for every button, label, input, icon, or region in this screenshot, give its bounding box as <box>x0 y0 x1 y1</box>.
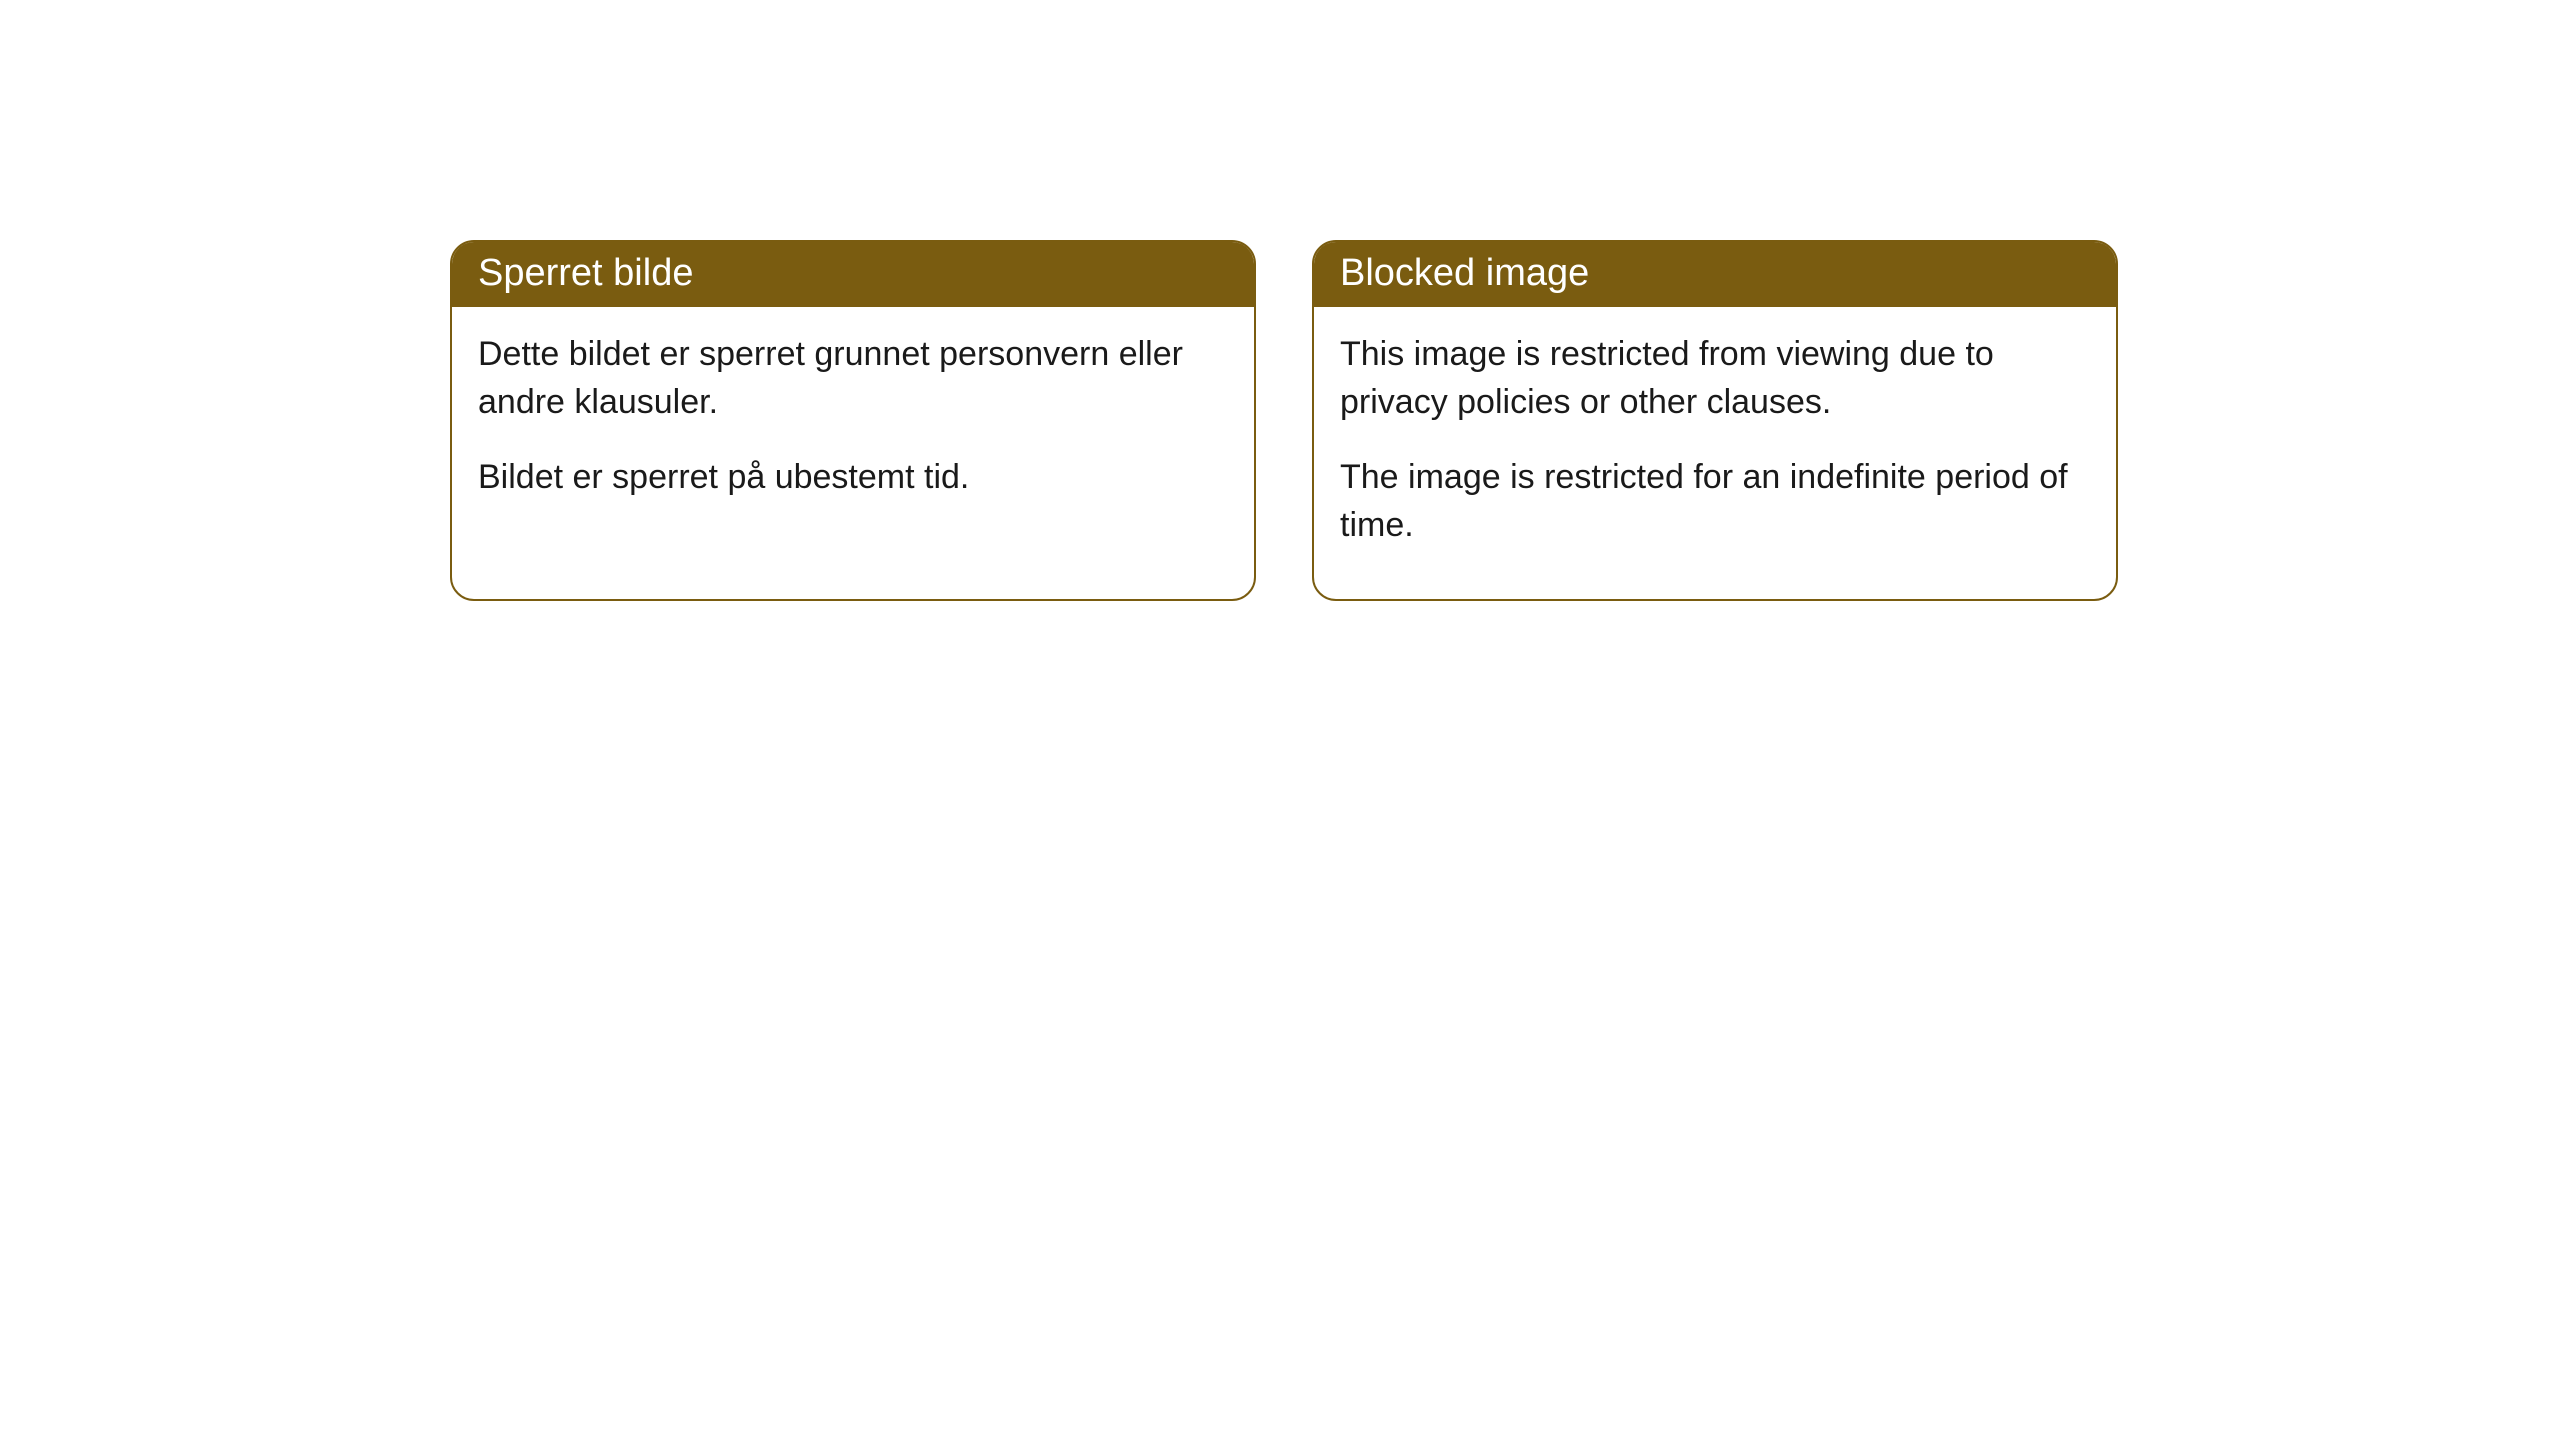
notice-paragraph-1: This image is restricted from viewing du… <box>1340 331 2090 426</box>
card-body: This image is restricted from viewing du… <box>1314 307 2116 599</box>
card-header: Blocked image <box>1314 242 2116 307</box>
notice-card-norwegian: Sperret bilde Dette bildet er sperret gr… <box>450 240 1256 601</box>
card-body: Dette bildet er sperret grunnet personve… <box>452 307 1254 552</box>
notice-paragraph-2: Bildet er sperret på ubestemt tid. <box>478 454 1228 502</box>
notice-container: Sperret bilde Dette bildet er sperret gr… <box>450 240 2118 601</box>
notice-card-english: Blocked image This image is restricted f… <box>1312 240 2118 601</box>
card-header: Sperret bilde <box>452 242 1254 307</box>
notice-paragraph-1: Dette bildet er sperret grunnet personve… <box>478 331 1228 426</box>
notice-paragraph-2: The image is restricted for an indefinit… <box>1340 454 2090 549</box>
